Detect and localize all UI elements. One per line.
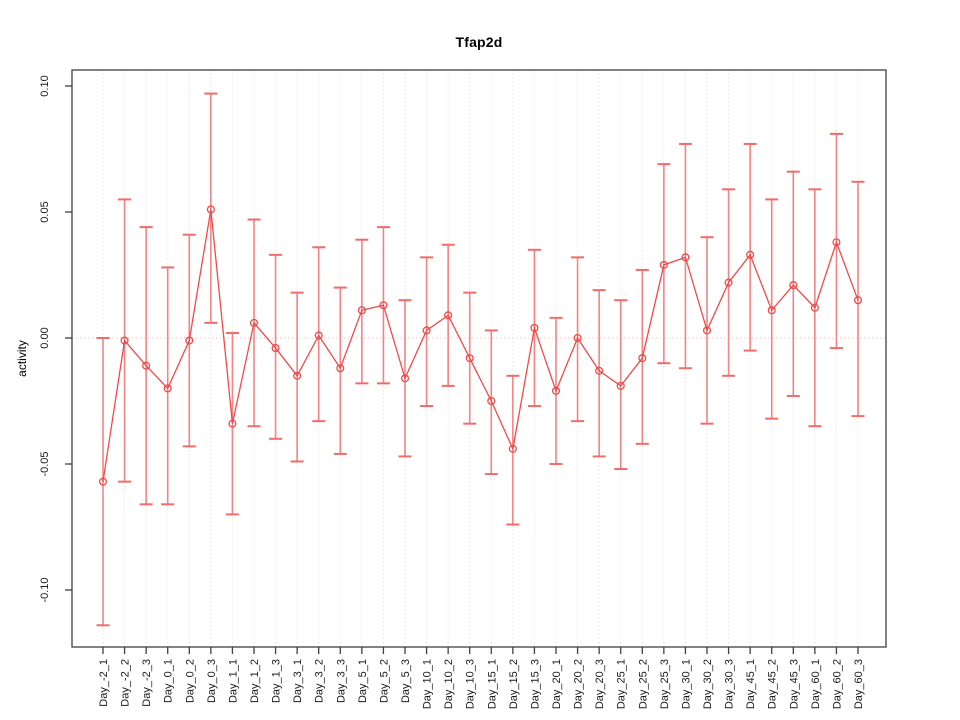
x-tick-label: Day_-2_2 [120, 659, 132, 707]
x-tick-label: Day_5_2 [378, 659, 390, 703]
data-point [314, 331, 323, 340]
x-tick-label: Day_0_3 [206, 659, 218, 703]
data-point [616, 381, 625, 390]
x-tick-label: Day_0_2 [184, 659, 196, 703]
x-tick-label: Day_3_3 [335, 659, 347, 703]
y-tick-label: 0.10 [39, 75, 51, 96]
data-point [767, 306, 776, 315]
data-point [530, 323, 539, 332]
data-point [163, 384, 172, 393]
data-point [400, 374, 410, 383]
x-tick-label: Day_1_2 [249, 659, 261, 703]
x-tick-label: Day_45_3 [788, 659, 800, 709]
x-tick-label: Day_20_2 [573, 659, 585, 709]
data-point [573, 333, 582, 343]
data-point [357, 306, 366, 315]
data-point [444, 311, 453, 320]
y-tick-label: 0.05 [39, 201, 51, 222]
data-point [508, 444, 517, 453]
chart-title: Tfap2d [455, 34, 503, 50]
x-tick-label: Day_25_2 [637, 659, 649, 709]
data-point [659, 260, 668, 269]
x-tick-label: Day_1_1 [227, 659, 239, 703]
data-point [853, 296, 863, 305]
x-tick-label: Day_20_3 [594, 659, 606, 709]
data-point [551, 386, 561, 395]
data-point [638, 354, 647, 363]
series-line [102, 209, 859, 482]
data-point [832, 238, 841, 247]
data-point [746, 250, 755, 259]
x-tick-label: Day_60_2 [831, 659, 843, 709]
data-point [293, 371, 302, 380]
x-tick-label: Day_45_2 [767, 659, 779, 709]
data-point [595, 366, 604, 375]
x-tick-label: Day_3_2 [314, 659, 326, 703]
data-point [702, 326, 712, 335]
data-point [487, 396, 496, 406]
data-point [810, 303, 819, 312]
data-point [185, 336, 194, 345]
y-tick-label: 0.00 [39, 327, 51, 348]
data-point [789, 281, 798, 290]
x-tick-label: Day_15_3 [529, 659, 541, 709]
x-tick-label: Day_10_3 [465, 659, 477, 709]
data-point [724, 278, 733, 287]
data-point [336, 364, 345, 373]
plot-box [71, 69, 887, 648]
x-tick-label: Day_25_3 [659, 659, 671, 709]
x-tick-label: Day_10_1 [422, 659, 434, 709]
x-tick-label: Day_0_1 [163, 659, 175, 703]
x-tick-label: Day_25_1 [616, 659, 628, 709]
data-point [465, 354, 474, 363]
x-tick-label: Day_15_1 [486, 659, 498, 709]
y-tick-label: -0.05 [39, 451, 51, 476]
x-tick-label: Day_-2_1 [98, 659, 110, 707]
x-tick-label: Day_-2_3 [141, 659, 153, 707]
x-tick-label: Day_5_3 [400, 659, 412, 703]
x-tick-label: Day_3_1 [292, 659, 304, 703]
x-tick-label: Day_15_2 [508, 659, 520, 709]
x-tick-label: Day_5_1 [357, 659, 369, 703]
x-tick-label: Day_60_1 [810, 659, 822, 709]
x-tick-label: Day_45_1 [745, 659, 757, 709]
data-point [379, 301, 388, 310]
x-tick-label: Day_30_3 [724, 659, 736, 709]
x-tick-label: Day_1_3 [271, 659, 283, 703]
x-tick-label: Day_10_2 [443, 659, 455, 709]
data-point [249, 318, 259, 327]
x-tick-label: Day_20_1 [551, 659, 563, 709]
x-tick-label: Day_60_3 [853, 659, 865, 709]
data-point [271, 344, 280, 353]
data-point [228, 419, 237, 428]
y-axis-title: activity [15, 340, 29, 377]
data-point [120, 336, 129, 345]
x-tick-label: Day_30_1 [680, 659, 692, 709]
data-point [142, 361, 151, 370]
data-point [206, 205, 215, 214]
x-tick-label: Day_30_2 [702, 659, 714, 709]
data-point [98, 477, 108, 486]
data-point [681, 253, 690, 262]
data-point [422, 326, 431, 335]
y-tick-label: -0.10 [39, 577, 51, 602]
